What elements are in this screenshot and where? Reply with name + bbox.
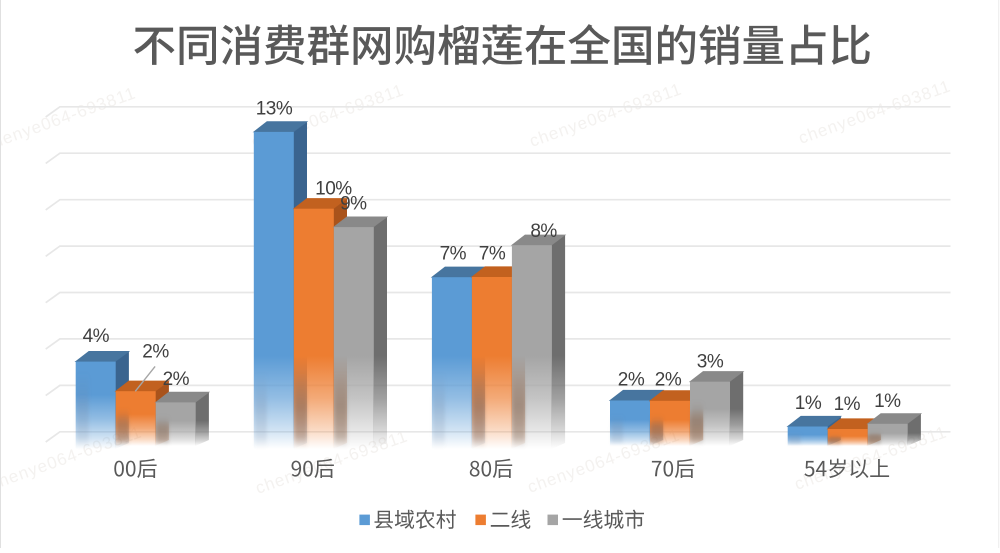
svg-text:1%: 1% [795,393,822,414]
svg-text:2%: 2% [142,342,169,363]
svg-text:10%: 10% [315,179,352,200]
svg-text:2%: 2% [163,369,190,390]
svg-text:2%: 2% [618,370,645,391]
svg-text:8%: 8% [530,221,557,242]
svg-text:4%: 4% [83,326,110,347]
svg-text:7%: 7% [440,243,467,264]
svg-text:7%: 7% [479,243,506,264]
svg-text:3%: 3% [697,352,724,373]
svg-text:2%: 2% [655,370,682,391]
svg-text:13%: 13% [256,99,293,120]
svg-text:1%: 1% [874,391,901,412]
svg-text:9%: 9% [340,194,367,215]
svg-text:1%: 1% [834,394,861,415]
